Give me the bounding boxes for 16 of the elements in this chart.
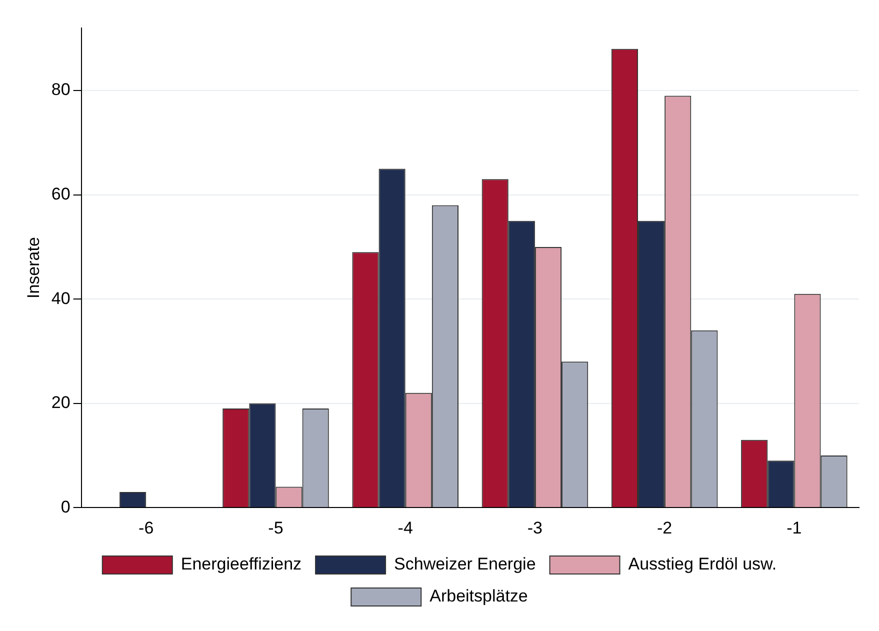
x-tick-label: -4 xyxy=(398,518,413,538)
legend-label: Ausstieg Erdöl usw. xyxy=(628,554,777,574)
x-tick-label: -5 xyxy=(268,518,284,538)
y-tick-label: 80 xyxy=(51,80,70,100)
legend-label: Schweizer Energie xyxy=(394,554,536,574)
x-tick-label: -6 xyxy=(138,518,154,538)
legend-label: Energieeffizienz xyxy=(180,554,302,574)
x-tick-label: -1 xyxy=(786,518,802,538)
y-axis-title: Inserate xyxy=(24,237,43,299)
y-tick-label: 0 xyxy=(60,497,70,516)
y-tick-label: 40 xyxy=(51,288,70,308)
y-tick-label: 20 xyxy=(51,393,70,412)
y-tick-label: 60 xyxy=(51,184,70,204)
x-tick-label: -3 xyxy=(527,518,543,538)
legend-label: Arbeitsplätze xyxy=(430,586,528,606)
x-tick-label: -2 xyxy=(657,518,672,538)
